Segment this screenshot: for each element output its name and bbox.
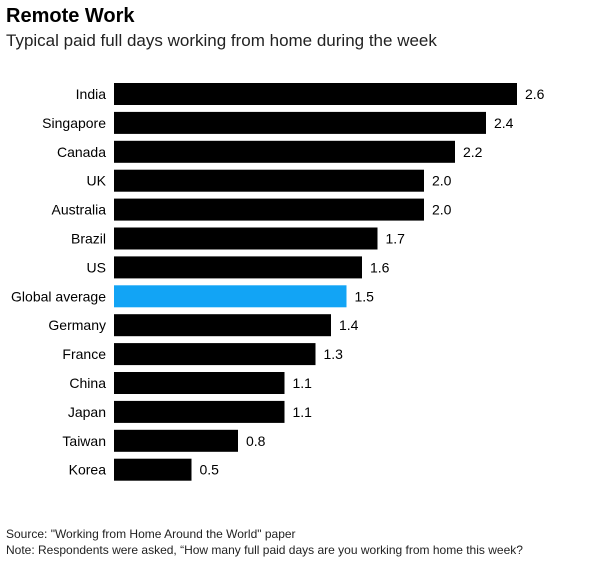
category-label-japan: Japan (68, 404, 106, 420)
bar-france (114, 343, 316, 366)
category-label-singapore: Singapore (42, 115, 106, 131)
bar-singapore (114, 111, 486, 134)
category-label-korea: Korea (69, 462, 107, 478)
bar-chart: India 2.6 Singapore 2.4 Canada 2.2 UK 2.0 Austra… (11, 83, 545, 481)
category-label-france: France (62, 346, 106, 362)
category-label-china: China (69, 375, 106, 391)
value-label-global-average: 1.5 (355, 288, 375, 304)
category-label-canada: Canada (57, 144, 106, 160)
bar-us (114, 256, 362, 279)
category-label-us: US (87, 259, 106, 275)
category-label-global-average: Global average (11, 288, 106, 304)
value-label-canada: 2.2 (463, 144, 483, 160)
value-label-china: 1.1 (293, 375, 313, 391)
category-label-taiwan: Taiwan (62, 433, 106, 449)
category-label-uk: UK (87, 173, 107, 189)
value-label-korea: 0.5 (200, 462, 220, 478)
value-label-france: 1.3 (324, 346, 344, 362)
bar-india (114, 83, 517, 105)
bar-taiwan (114, 429, 238, 452)
category-label-brazil: Brazil (71, 231, 106, 247)
value-label-uk: 2.0 (432, 173, 452, 189)
value-label-india: 2.6 (525, 86, 545, 102)
bar-australia (114, 198, 424, 221)
chart-title: Remote Work (6, 5, 135, 27)
bar-uk (114, 169, 424, 192)
bar-canada (114, 140, 455, 163)
value-label-brazil: 1.7 (386, 231, 406, 247)
category-label-australia: Australia (52, 202, 107, 218)
category-label-germany: Germany (48, 317, 106, 333)
bar-brazil (114, 227, 378, 250)
value-label-taiwan: 0.8 (246, 433, 266, 449)
bar-global-average (114, 285, 347, 308)
bar-germany (114, 314, 331, 337)
chart-subtitle: Typical paid full days working from home… (6, 31, 437, 50)
value-label-singapore: 2.4 (494, 115, 514, 131)
value-label-germany: 1.4 (339, 317, 359, 333)
value-label-australia: 2.0 (432, 202, 452, 218)
value-label-japan: 1.1 (293, 404, 313, 420)
source-note: Source: "Working from Home Around the Wo… (6, 527, 296, 541)
bar-japan (114, 400, 285, 423)
bar-china (114, 372, 285, 394)
value-label-us: 1.6 (370, 259, 390, 275)
bar-korea (114, 458, 192, 481)
category-label-india: India (76, 86, 107, 102)
respondents-note: Note: Respondents were asked, “How many … (6, 543, 523, 557)
